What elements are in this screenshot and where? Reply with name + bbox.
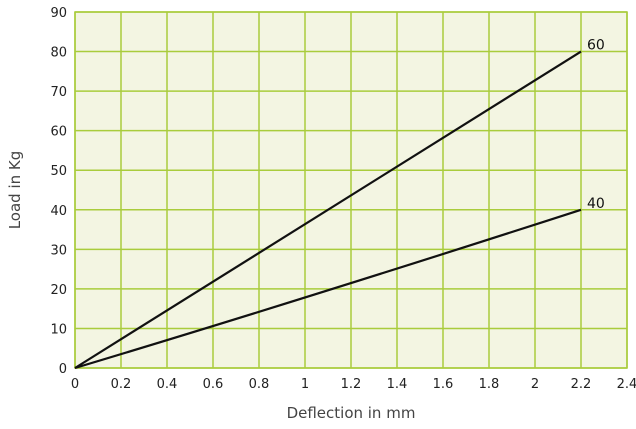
y-tick-label: 0 — [59, 362, 67, 377]
x-tick-label: 0.6 — [203, 377, 224, 392]
x-tick-label: 2 — [531, 377, 539, 392]
y-tick-label: 80 — [50, 46, 67, 61]
x-tick-label: 0 — [71, 377, 79, 392]
grid — [74, 11, 628, 369]
x-tick-label: 1.4 — [387, 377, 408, 392]
x-tick-label: 1 — [301, 377, 309, 392]
x-tick-label: 1.2 — [341, 377, 362, 392]
x-tick-label: 0.8 — [249, 377, 270, 392]
x-tick-label: 1.6 — [433, 377, 454, 392]
x-tick-label: 2.2 — [571, 377, 592, 392]
y-tick-label: 40 — [50, 204, 67, 219]
y-tick-label: 20 — [50, 283, 67, 298]
y-tick-label: 60 — [50, 125, 67, 140]
series-lines: 60 40 — [74, 38, 605, 370]
x-tick-label: 1.8 — [479, 377, 500, 392]
series-line-40 — [74, 208, 582, 370]
y-tick-label: 50 — [50, 164, 67, 179]
y-tick-label: 10 — [50, 322, 67, 337]
y-axis-ticks: 0 10 20 30 40 50 60 70 80 90 — [50, 6, 67, 377]
series-line-60 — [74, 50, 582, 369]
y-tick-label: 90 — [50, 6, 67, 21]
y-tick-label: 30 — [50, 243, 67, 258]
x-axis-label: Deflection in mm — [287, 404, 416, 422]
x-tick-label: 0.4 — [157, 377, 178, 392]
y-axis-label: Load in Kg — [6, 151, 24, 230]
y-tick-label: 70 — [50, 85, 67, 100]
x-tick-label: 2.4 — [617, 377, 636, 392]
series-label-40: 40 — [587, 196, 605, 212]
x-tick-label: 0.2 — [111, 377, 132, 392]
series-label-60: 60 — [587, 38, 605, 54]
x-axis-ticks: 0 0.2 0.4 0.6 0.8 1 1.2 1.4 1.6 1.8 2 2.2 2.4 — [71, 377, 636, 392]
